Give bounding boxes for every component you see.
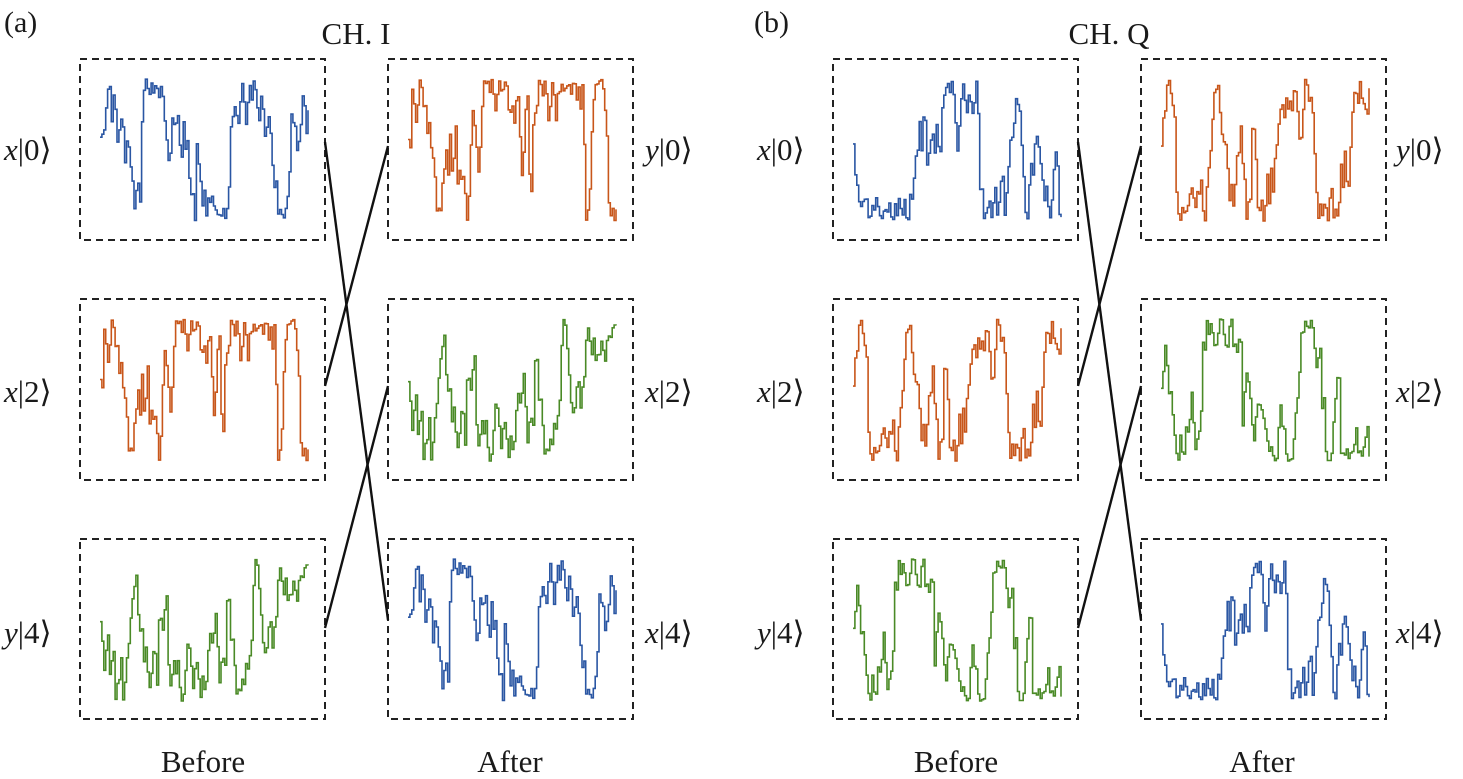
trace-after-2-a bbox=[408, 318, 617, 462]
link-before3-after2-a bbox=[323, 385, 390, 629]
box-after-1-a bbox=[387, 58, 634, 241]
box-before-3-a bbox=[79, 538, 326, 720]
trace-before-2-b bbox=[853, 318, 1062, 462]
trace-before-2-a bbox=[100, 318, 309, 462]
panel-b: (b) CH. Q x|0⟩ x|2⟩ y|4⟩ y|0⟩ x|2⟩ x|4⟩ … bbox=[754, 6, 1444, 779]
state-label-before-1-b: x|0⟩ bbox=[756, 132, 805, 167]
trace-before-1-b bbox=[853, 80, 1062, 221]
channel-title-b: CH. Q bbox=[1069, 16, 1150, 51]
after-label-b: After bbox=[1229, 744, 1295, 779]
panel-a: (a) CH. I x|0⟩ x|2⟩ y|4⟩ y|0⟩ x|2⟩ x|4⟩ … bbox=[1, 6, 693, 779]
link-before1-after3-b bbox=[1076, 141, 1143, 621]
state-label-after-2-a: x|2⟩ bbox=[644, 374, 693, 409]
box-before-1-a bbox=[79, 58, 326, 241]
channel-title-a: CH. I bbox=[322, 16, 391, 51]
box-after-3-a bbox=[387, 538, 634, 720]
state-label-before-2-a: x|2⟩ bbox=[3, 374, 52, 409]
trace-after-1-b bbox=[1161, 78, 1370, 222]
panel-letter-a: (a) bbox=[4, 6, 37, 39]
link-before2-after1-a bbox=[323, 145, 390, 387]
state-label-after-3-b: x|4⟩ bbox=[1395, 615, 1444, 650]
state-label-after-2-b: x|2⟩ bbox=[1395, 374, 1444, 409]
state-label-before-2-b: x|2⟩ bbox=[756, 374, 805, 409]
link-before3-after2-b bbox=[1076, 385, 1143, 629]
after-label-a: After bbox=[477, 744, 543, 779]
before-label-b: Before bbox=[914, 744, 998, 779]
state-label-before-3-b: y|4⟩ bbox=[754, 615, 805, 650]
panel-letter-b: (b) bbox=[754, 6, 789, 39]
state-label-after-1-a: y|0⟩ bbox=[642, 132, 693, 167]
before-label-a: Before bbox=[161, 744, 245, 779]
box-before-2-b bbox=[832, 298, 1079, 481]
state-label-after-3-a: x|4⟩ bbox=[644, 615, 693, 650]
trace-after-3-a bbox=[408, 558, 617, 702]
box-before-3-b bbox=[832, 538, 1079, 720]
trace-before-1-a bbox=[100, 78, 309, 222]
state-label-before-1-a: x|0⟩ bbox=[3, 132, 52, 167]
state-label-after-1-b: y|0⟩ bbox=[1393, 132, 1444, 167]
link-before2-after1-b bbox=[1076, 145, 1143, 387]
trace-after-3-b bbox=[1161, 560, 1370, 701]
box-before-2-a bbox=[79, 298, 326, 481]
state-label-before-3-a: y|4⟩ bbox=[1, 615, 52, 650]
trace-before-3-a bbox=[100, 558, 309, 702]
link-before1-after3-a bbox=[323, 141, 390, 621]
box-before-1-b bbox=[832, 58, 1079, 241]
trace-after-2-b bbox=[1161, 318, 1370, 462]
box-after-3-b bbox=[1140, 538, 1387, 720]
trace-before-3-b bbox=[853, 558, 1062, 702]
trace-after-1-a bbox=[408, 78, 617, 222]
